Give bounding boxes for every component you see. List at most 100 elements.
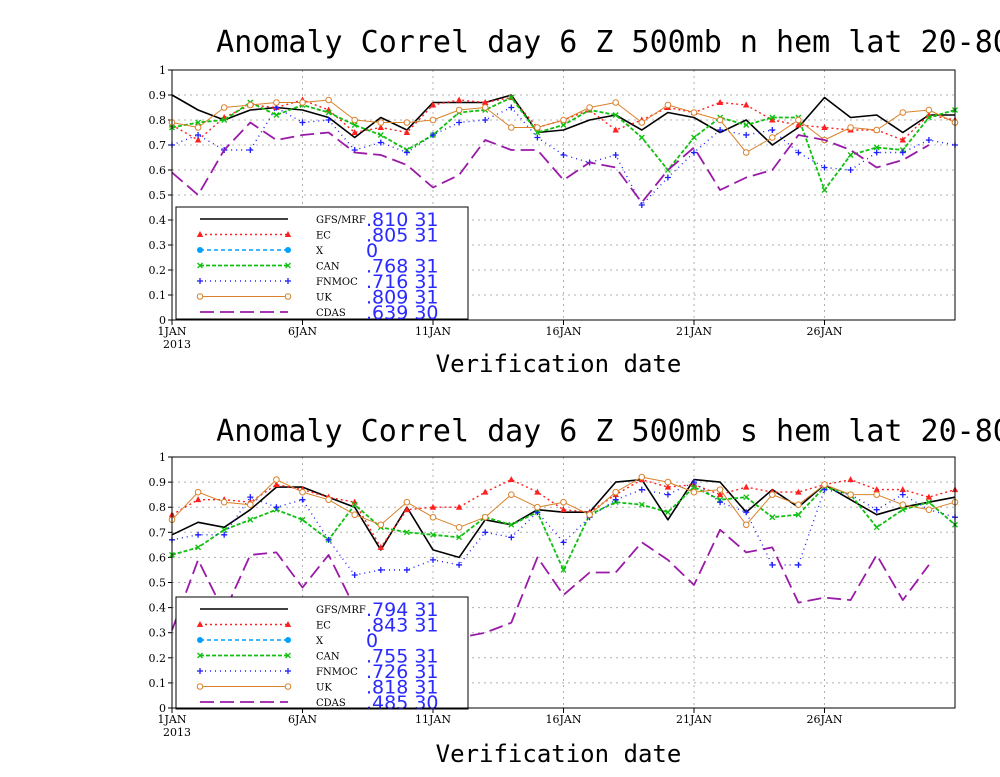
data-point <box>220 498 228 506</box>
data-point <box>612 112 619 118</box>
data-point <box>743 101 750 108</box>
data-point <box>508 104 515 111</box>
series-gfs-mrf <box>171 94 955 146</box>
x-tick-year-label: 2013 <box>163 726 191 739</box>
data-point <box>664 483 672 490</box>
data-point <box>873 524 880 531</box>
data-point <box>769 116 776 123</box>
data-point <box>690 109 698 116</box>
y-tick-label: 0.9 <box>149 89 167 102</box>
legend-stat: .755 31 <box>366 646 439 668</box>
data-point <box>429 101 437 108</box>
legend-marker <box>285 247 291 253</box>
data-point <box>430 556 436 563</box>
legend-marker <box>197 652 203 659</box>
legend-stat: .726 31 <box>366 661 439 683</box>
data-point <box>482 99 489 105</box>
data-point <box>664 101 672 109</box>
y-tick-label: 0.5 <box>149 189 167 202</box>
data-point <box>429 503 437 510</box>
data-point <box>821 187 828 193</box>
legend-label: EC <box>316 621 331 632</box>
data-point <box>325 109 332 116</box>
legend-stat: .810 31 <box>366 209 439 231</box>
y-tick-label: 0.6 <box>149 164 167 177</box>
data-point <box>481 513 489 521</box>
y-tick-label: 0 <box>159 702 166 715</box>
legend-stat: .805 31 <box>366 225 439 247</box>
series-line <box>171 121 930 204</box>
legend-stat: .716 31 <box>366 271 439 293</box>
legend-label: X <box>316 246 324 257</box>
data-point <box>377 543 384 550</box>
legend-stat: 0 <box>366 630 378 652</box>
data-point <box>716 99 724 105</box>
chart-title: Anomaly Correl day 6 Z 500mb n hem lat 2… <box>216 25 1000 60</box>
data-point <box>899 109 907 116</box>
data-point <box>560 152 567 158</box>
legend-stat: 0 <box>366 240 378 262</box>
data-point <box>482 488 489 495</box>
data-point <box>220 104 228 111</box>
y-tick-label: 0.1 <box>149 677 167 690</box>
y-tick-label: 0.1 <box>149 289 167 302</box>
data-point <box>743 132 750 138</box>
x-tick-label: 1JAN <box>158 325 187 338</box>
data-point <box>769 491 776 498</box>
data-point <box>638 202 645 208</box>
legend-marker <box>285 637 291 643</box>
data-point <box>743 509 750 516</box>
legend-marker <box>196 621 204 627</box>
y-tick-label: 0.7 <box>149 139 167 152</box>
legend-box <box>175 596 469 710</box>
legend-marker <box>284 231 292 237</box>
y-tick-label: 0.5 <box>149 577 167 590</box>
x-tick-label: 11JAN <box>415 713 451 726</box>
data-point <box>586 104 593 111</box>
data-point <box>247 147 254 153</box>
legend-marker <box>197 262 203 269</box>
data-point <box>247 494 254 501</box>
data-point <box>403 506 411 513</box>
legend-label: UK <box>316 683 332 694</box>
legend-label: CDAS <box>316 308 346 319</box>
data-point <box>221 531 228 538</box>
data-point <box>273 99 280 106</box>
data-point <box>377 521 385 529</box>
series-line <box>171 94 955 146</box>
data-point <box>299 496 306 503</box>
data-point <box>899 491 906 498</box>
legend-marker <box>196 231 204 237</box>
x-tick-label: 26JAN <box>807 713 843 726</box>
data-point <box>508 491 515 498</box>
y-tick-label: 0.7 <box>149 526 167 539</box>
legend-stat: .809 31 <box>366 287 439 309</box>
legend-marker <box>197 278 203 284</box>
data-point <box>925 506 933 514</box>
data-point <box>299 119 306 126</box>
data-point <box>873 149 880 156</box>
legend-label: CDAS <box>316 698 346 709</box>
data-point <box>821 164 828 171</box>
data-point <box>691 149 697 156</box>
data-point <box>847 124 854 131</box>
y-tick-label: 0.8 <box>149 501 167 514</box>
x-tick-year-label: 2013 <box>163 338 191 351</box>
data-point <box>795 488 802 495</box>
data-point <box>455 106 463 114</box>
data-point <box>299 488 306 496</box>
data-point <box>742 521 750 529</box>
data-point <box>273 112 280 118</box>
legend-label: EC <box>316 231 331 242</box>
data-point <box>612 126 619 133</box>
data-point <box>743 122 750 128</box>
data-point <box>690 488 698 496</box>
data-point <box>899 149 906 156</box>
data-point <box>821 124 828 130</box>
data-point <box>377 124 384 130</box>
data-point <box>612 152 619 158</box>
data-point <box>691 134 697 141</box>
data-point <box>377 566 384 573</box>
data-point <box>534 488 541 495</box>
